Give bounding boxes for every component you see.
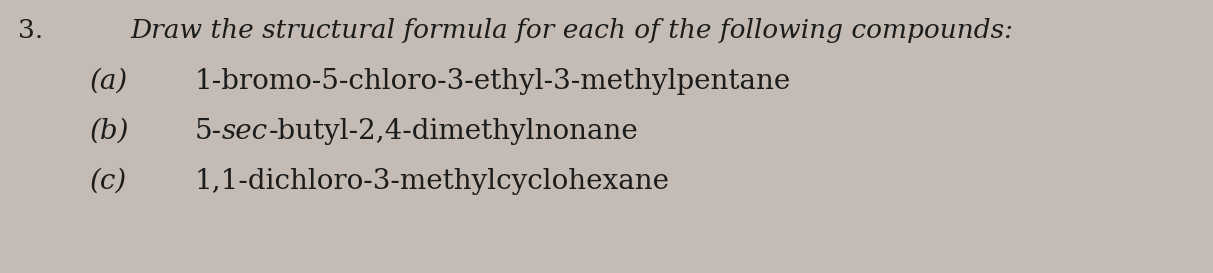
Text: 1-bromo-5-chloro-3-ethyl-3-methylpentane: 1-bromo-5-chloro-3-ethyl-3-methylpentane — [195, 68, 791, 95]
Text: 3.: 3. — [18, 18, 44, 43]
Text: Draw the structural formula for each of the following compounds:: Draw the structural formula for each of … — [130, 18, 1013, 43]
Text: -butyl-2,4-dimethylnonane: -butyl-2,4-dimethylnonane — [268, 118, 638, 145]
Text: 5-: 5- — [195, 118, 222, 145]
Text: (a): (a) — [90, 68, 129, 95]
Text: sec: sec — [222, 118, 268, 145]
Text: (b): (b) — [90, 118, 130, 145]
Text: 1,1-dichloro-3-methylcyclohexane: 1,1-dichloro-3-methylcyclohexane — [195, 168, 670, 195]
Text: (c): (c) — [90, 168, 127, 195]
